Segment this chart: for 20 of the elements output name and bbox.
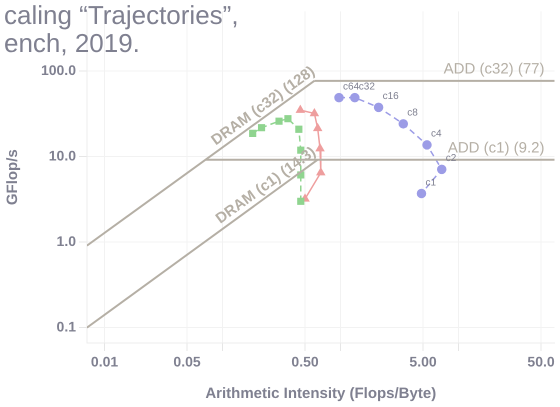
- x-tick-label: 0.05: [173, 353, 201, 370]
- y-tick-label: 0.1: [56, 318, 76, 334]
- y-tick-label: 10.0: [48, 147, 76, 164]
- annotation: c16: [382, 91, 400, 102]
- y-tick-label: 1.0: [56, 232, 76, 249]
- annotation: c32: [358, 81, 376, 92]
- x-tick-label: 0.01: [90, 353, 118, 370]
- annotation: c64: [343, 81, 360, 92]
- y-axis-title: GFlop/s: [4, 149, 22, 206]
- x-tick-label: 0.50: [291, 353, 319, 370]
- y-tick-label: 100.0: [40, 62, 76, 78]
- annotation: ench, 2019.: [4, 28, 140, 58]
- x-tick-label: 5.00: [409, 353, 437, 370]
- annotation: c4: [430, 128, 442, 140]
- annotation: c8: [407, 108, 418, 119]
- series-label: ADD (c32) (77): [444, 60, 544, 78]
- x-tick-label: 50.0: [527, 353, 555, 370]
- annotation: c1: [425, 177, 436, 188]
- annotation: caling “Trajectories”,: [4, 0, 239, 30]
- x-axis-title: Arithmetic Intensity (Flops/Byte): [205, 385, 436, 402]
